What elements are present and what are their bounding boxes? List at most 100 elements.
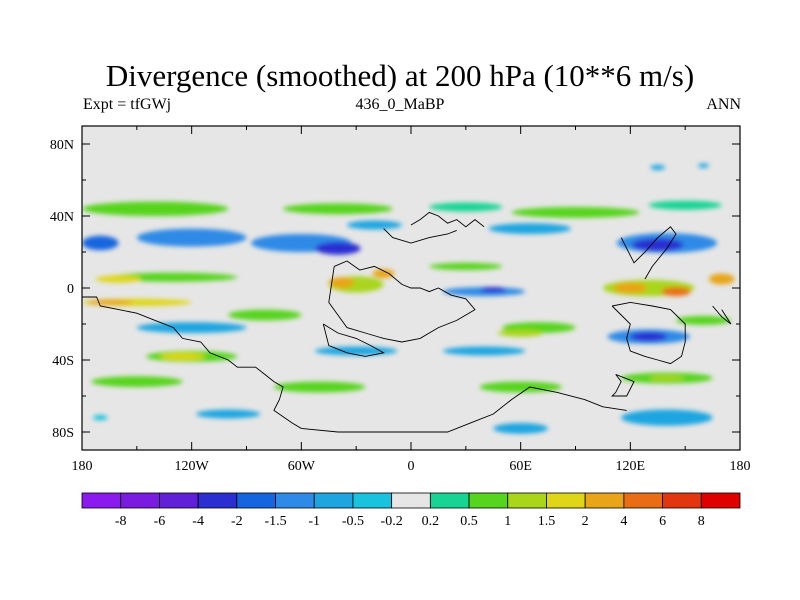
field-region	[442, 346, 526, 356]
field-region	[630, 332, 667, 342]
colorbar-swatch	[159, 492, 199, 509]
coastlines	[82, 211, 732, 433]
coastline	[611, 373, 635, 397]
colorbar-swatch	[313, 492, 354, 509]
colorbar-swatch	[391, 492, 431, 509]
y-tick-label: 40N	[50, 210, 74, 225]
colorbar-swatch	[507, 492, 547, 509]
field-region	[613, 282, 647, 294]
colorbar-label: -1	[308, 514, 320, 529]
colorbar-label: -0.5	[342, 514, 364, 529]
field-region	[676, 315, 731, 325]
field-region	[621, 409, 713, 426]
coastline	[82, 296, 627, 433]
colorbar-label: 0.2	[422, 514, 440, 529]
coastline	[383, 228, 457, 244]
field-region	[283, 203, 393, 215]
colorbar-label: -4	[192, 514, 204, 529]
field-region	[497, 329, 544, 337]
field-region	[91, 376, 183, 387]
field-region	[86, 299, 133, 306]
field-region	[708, 273, 735, 285]
y-tick-label: 40S	[52, 354, 74, 369]
field-region	[228, 309, 302, 321]
field-region	[429, 202, 503, 212]
colorbar-label: 8	[698, 514, 705, 529]
field-region	[347, 220, 402, 230]
colorbar-swatch	[120, 492, 160, 509]
coastline	[712, 305, 732, 325]
x-tick-label: 180	[730, 459, 751, 474]
field-region	[92, 414, 108, 421]
colorbar-label: 1	[504, 514, 511, 529]
coastline	[328, 260, 476, 343]
x-tick-label: 0	[408, 459, 415, 474]
field-region	[328, 277, 355, 288]
field-region	[511, 207, 640, 218]
colorbar-swatch	[546, 492, 586, 509]
colorbar-label: -8	[115, 514, 127, 529]
field-region	[697, 163, 709, 168]
experiment-label: Expt = tfGWj	[83, 96, 172, 113]
x-tick-label: 120W	[175, 459, 210, 474]
colorbar-label: -6	[154, 514, 166, 529]
field-region	[82, 201, 229, 216]
x-tick-label: 60W	[288, 459, 316, 474]
colorbar-label: 2	[582, 514, 589, 529]
field-region	[196, 409, 261, 419]
y-tick-label: 80N	[50, 138, 74, 153]
colorbar-label: -2	[231, 514, 243, 529]
coastline	[620, 226, 677, 280]
field-region	[95, 275, 142, 283]
field-region	[632, 238, 684, 252]
field-region	[159, 352, 206, 360]
colorbar-label: 1.5	[538, 514, 556, 529]
field-region	[82, 235, 119, 251]
field-region	[273, 381, 366, 393]
colorbar-label: 6	[659, 514, 666, 529]
y-tick-label: 0	[67, 282, 74, 297]
colorbar-label: 0.5	[460, 514, 478, 529]
colorbar-label: -0.2	[381, 514, 403, 529]
colorbar-label: -1.5	[264, 514, 286, 529]
y-tick-label: 80S	[52, 426, 74, 441]
field-region	[648, 200, 722, 210]
colorbar-swatch	[700, 492, 741, 509]
field-region	[493, 423, 549, 434]
field-region	[488, 223, 571, 235]
coastline	[322, 323, 385, 357]
colorbar-swatch	[584, 492, 625, 509]
field-region	[650, 164, 666, 171]
axes: 180 120W 60W 0 60E 120E 180 80N 40N 0 40S 80S	[50, 126, 751, 474]
coastline	[410, 211, 485, 228]
field-region	[480, 287, 507, 293]
field-region	[661, 287, 691, 297]
colorbar-swatch	[236, 492, 276, 509]
colorbar-swatch	[623, 492, 663, 509]
coastline	[611, 301, 686, 365]
x-tick-label: 60E	[509, 459, 532, 474]
x-tick-label: 180	[72, 459, 93, 474]
case-label: 436_0_MaBP	[355, 96, 445, 113]
field-region	[648, 375, 686, 381]
x-tick-label: 120E	[616, 459, 646, 474]
colorbar-swatch	[81, 492, 122, 509]
colorbar-swatch	[429, 492, 470, 509]
colorbar-swatch	[662, 492, 702, 509]
field-region	[429, 262, 503, 270]
colorbar-swatch	[352, 492, 393, 509]
colorbar-label: 4	[620, 514, 627, 529]
field-region	[136, 228, 247, 247]
colorbar-swatch	[197, 492, 238, 509]
colorbar-swatch	[275, 492, 315, 509]
field-region	[136, 322, 247, 333]
season-label: ANN	[706, 96, 741, 113]
divergence-field	[82, 163, 735, 434]
field-region	[372, 269, 395, 279]
colorbar-swatch	[468, 492, 509, 509]
field-region	[109, 272, 238, 282]
chart-title: Divergence (smoothed) at 200 hPa (10**6 …	[105, 58, 695, 93]
field-region	[315, 242, 361, 255]
colorbar: -8 -6 -4 -2 -1.5 -1 -0.5 -0.2 0.2 0.5 1 1.5 2 4 6 8	[81, 492, 741, 529]
